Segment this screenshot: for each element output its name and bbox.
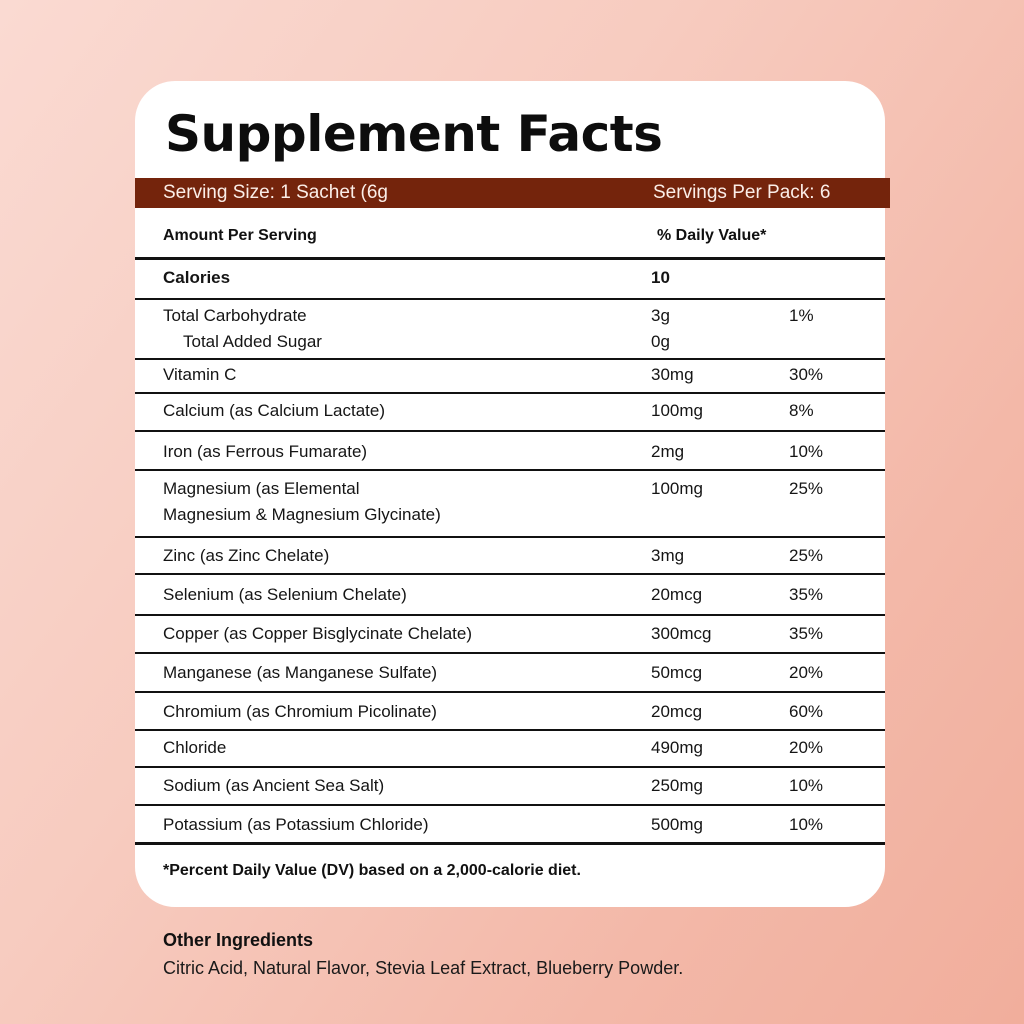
nutrient-dv: 30% <box>789 365 824 384</box>
nutrient-name: Chloride <box>163 738 227 757</box>
servings-per-pack: Servings Per Pack: 6 <box>653 182 831 203</box>
table-row: Calcium (as Calcium Lactate) 100mg 8% <box>135 394 885 430</box>
nutrient-amount: 20mcg <box>651 702 703 721</box>
nutrient-name: Manganese (as Manganese Sulfate) <box>163 663 438 682</box>
divider <box>135 804 885 806</box>
table-row: Zinc (as Zinc Chelate) 3mg 25% <box>135 538 885 573</box>
table-row: Total Carbohydrate Total Added Sugar 3g … <box>135 302 885 358</box>
nutrient-amount: 2mg <box>651 442 685 461</box>
serving-size: Serving Size: 1 Sachet (6g <box>163 182 388 203</box>
table-header: Amount Per Serving % Daily Value* <box>135 220 885 256</box>
table-row: Vitamin C 30mg 30% <box>135 360 885 392</box>
divider <box>135 691 885 693</box>
nutrient-dv: 25% <box>789 479 824 498</box>
table-row: Magnesium (as Elemental Magnesium & Magn… <box>135 471 885 536</box>
nutrient-name: Sodium (as Ancient Sea Salt) <box>163 776 385 795</box>
divider <box>135 430 885 432</box>
divider-thick <box>135 257 885 260</box>
table-row: Selenium (as Selenium Chelate) 20mcg 35% <box>135 575 885 614</box>
table-row: Iron (as Ferrous Fumarate) 2mg 10% <box>135 432 885 469</box>
serving-info-band: Serving Size: 1 Sachet (6g Servings Per … <box>135 178 890 208</box>
supplement-facts-card: Supplement Facts <box>135 81 885 907</box>
nutrient-amount: 50mcg <box>651 663 703 682</box>
divider <box>135 358 885 360</box>
nutrient-name: Calories <box>163 268 231 287</box>
nutrient-dv: 35% <box>789 624 824 643</box>
nutrient-dv: 10% <box>789 776 824 795</box>
table-row: Chromium (as Chromium Picolinate) 20mcg … <box>135 693 885 729</box>
divider <box>135 614 885 616</box>
nutrient-name: Iron (as Ferrous Fumarate) <box>163 442 368 461</box>
nutrient-amount: 3mg <box>651 546 685 565</box>
nutrient-dv: 8% <box>789 401 814 420</box>
nutrient-amount: 300mcg <box>651 624 712 643</box>
divider <box>135 298 885 300</box>
nutrient-amount: 100mg <box>651 401 703 420</box>
divider <box>135 392 885 394</box>
nutrient-name: Magnesium (as Elemental <box>163 479 360 498</box>
nutrient-amount: 3g <box>651 306 670 325</box>
divider <box>135 573 885 575</box>
nutrient-name: Chromium (as Chromium Picolinate) <box>163 702 437 721</box>
daily-value-footnote: *Percent Daily Value (DV) based on a 2,0… <box>163 862 581 879</box>
divider <box>135 652 885 654</box>
table-row: Copper (as Copper Bisglycinate Chelate) … <box>135 616 885 652</box>
nutrient-name: Calcium (as Calcium Lactate) <box>163 401 386 420</box>
divider-thick <box>135 842 885 845</box>
nutrient-dv: 1% <box>789 306 814 325</box>
nutrient-dv: 20% <box>789 663 824 682</box>
nutrient-dv: 60% <box>789 702 824 721</box>
table-row: Chloride 490mg 20% <box>135 731 885 766</box>
divider <box>135 469 885 471</box>
divider <box>135 536 885 538</box>
nutrient-subname: Total Added Sugar <box>183 332 322 351</box>
nutrient-name: Total Carbohydrate <box>163 306 307 325</box>
nutrient-amount: 10 <box>651 268 670 287</box>
nutrient-name: Zinc (as Zinc Chelate) <box>163 546 330 565</box>
daily-value-header: % Daily Value* <box>657 227 767 244</box>
label-title: Supplement Facts <box>165 105 663 163</box>
nutrient-name-line2: Magnesium & Magnesium Glycinate) <box>163 505 441 524</box>
nutrient-dv: 10% <box>789 815 824 834</box>
nutrient-name: Copper (as Copper Bisglycinate Chelate) <box>163 624 472 643</box>
nutrient-amount: 250mg <box>651 776 703 795</box>
nutrient-dv: 10% <box>789 442 824 461</box>
divider <box>135 729 885 731</box>
table-row: Calories 10 <box>135 264 885 298</box>
nutrient-amount: 30mg <box>651 365 694 384</box>
other-ingredients-title: Other Ingredients <box>163 930 314 950</box>
table-row: Sodium (as Ancient Sea Salt) 250mg 10% <box>135 768 885 804</box>
other-ingredients-text: Citric Acid, Natural Flavor, Stevia Leaf… <box>163 958 684 978</box>
nutrient-amount: 100mg <box>651 479 703 498</box>
nutrient-dv: 35% <box>789 585 824 604</box>
nutrient-name: Selenium (as Selenium Chelate) <box>163 585 407 604</box>
table-row: Potassium (as Potassium Chloride) 500mg … <box>135 806 885 842</box>
nutrient-amount: 20mcg <box>651 585 703 604</box>
table-row: Manganese (as Manganese Sulfate) 50mcg 2… <box>135 654 885 691</box>
divider <box>135 766 885 768</box>
nutrient-name: Vitamin C <box>163 365 237 384</box>
nutrient-amount: 500mg <box>651 815 703 834</box>
amount-per-serving-header: Amount Per Serving <box>163 227 317 244</box>
nutrient-subamount: 0g <box>651 332 670 351</box>
nutrient-dv: 20% <box>789 738 824 757</box>
nutrient-dv: 25% <box>789 546 824 565</box>
nutrient-amount: 490mg <box>651 738 703 757</box>
nutrient-name: Potassium (as Potassium Chloride) <box>163 815 429 834</box>
